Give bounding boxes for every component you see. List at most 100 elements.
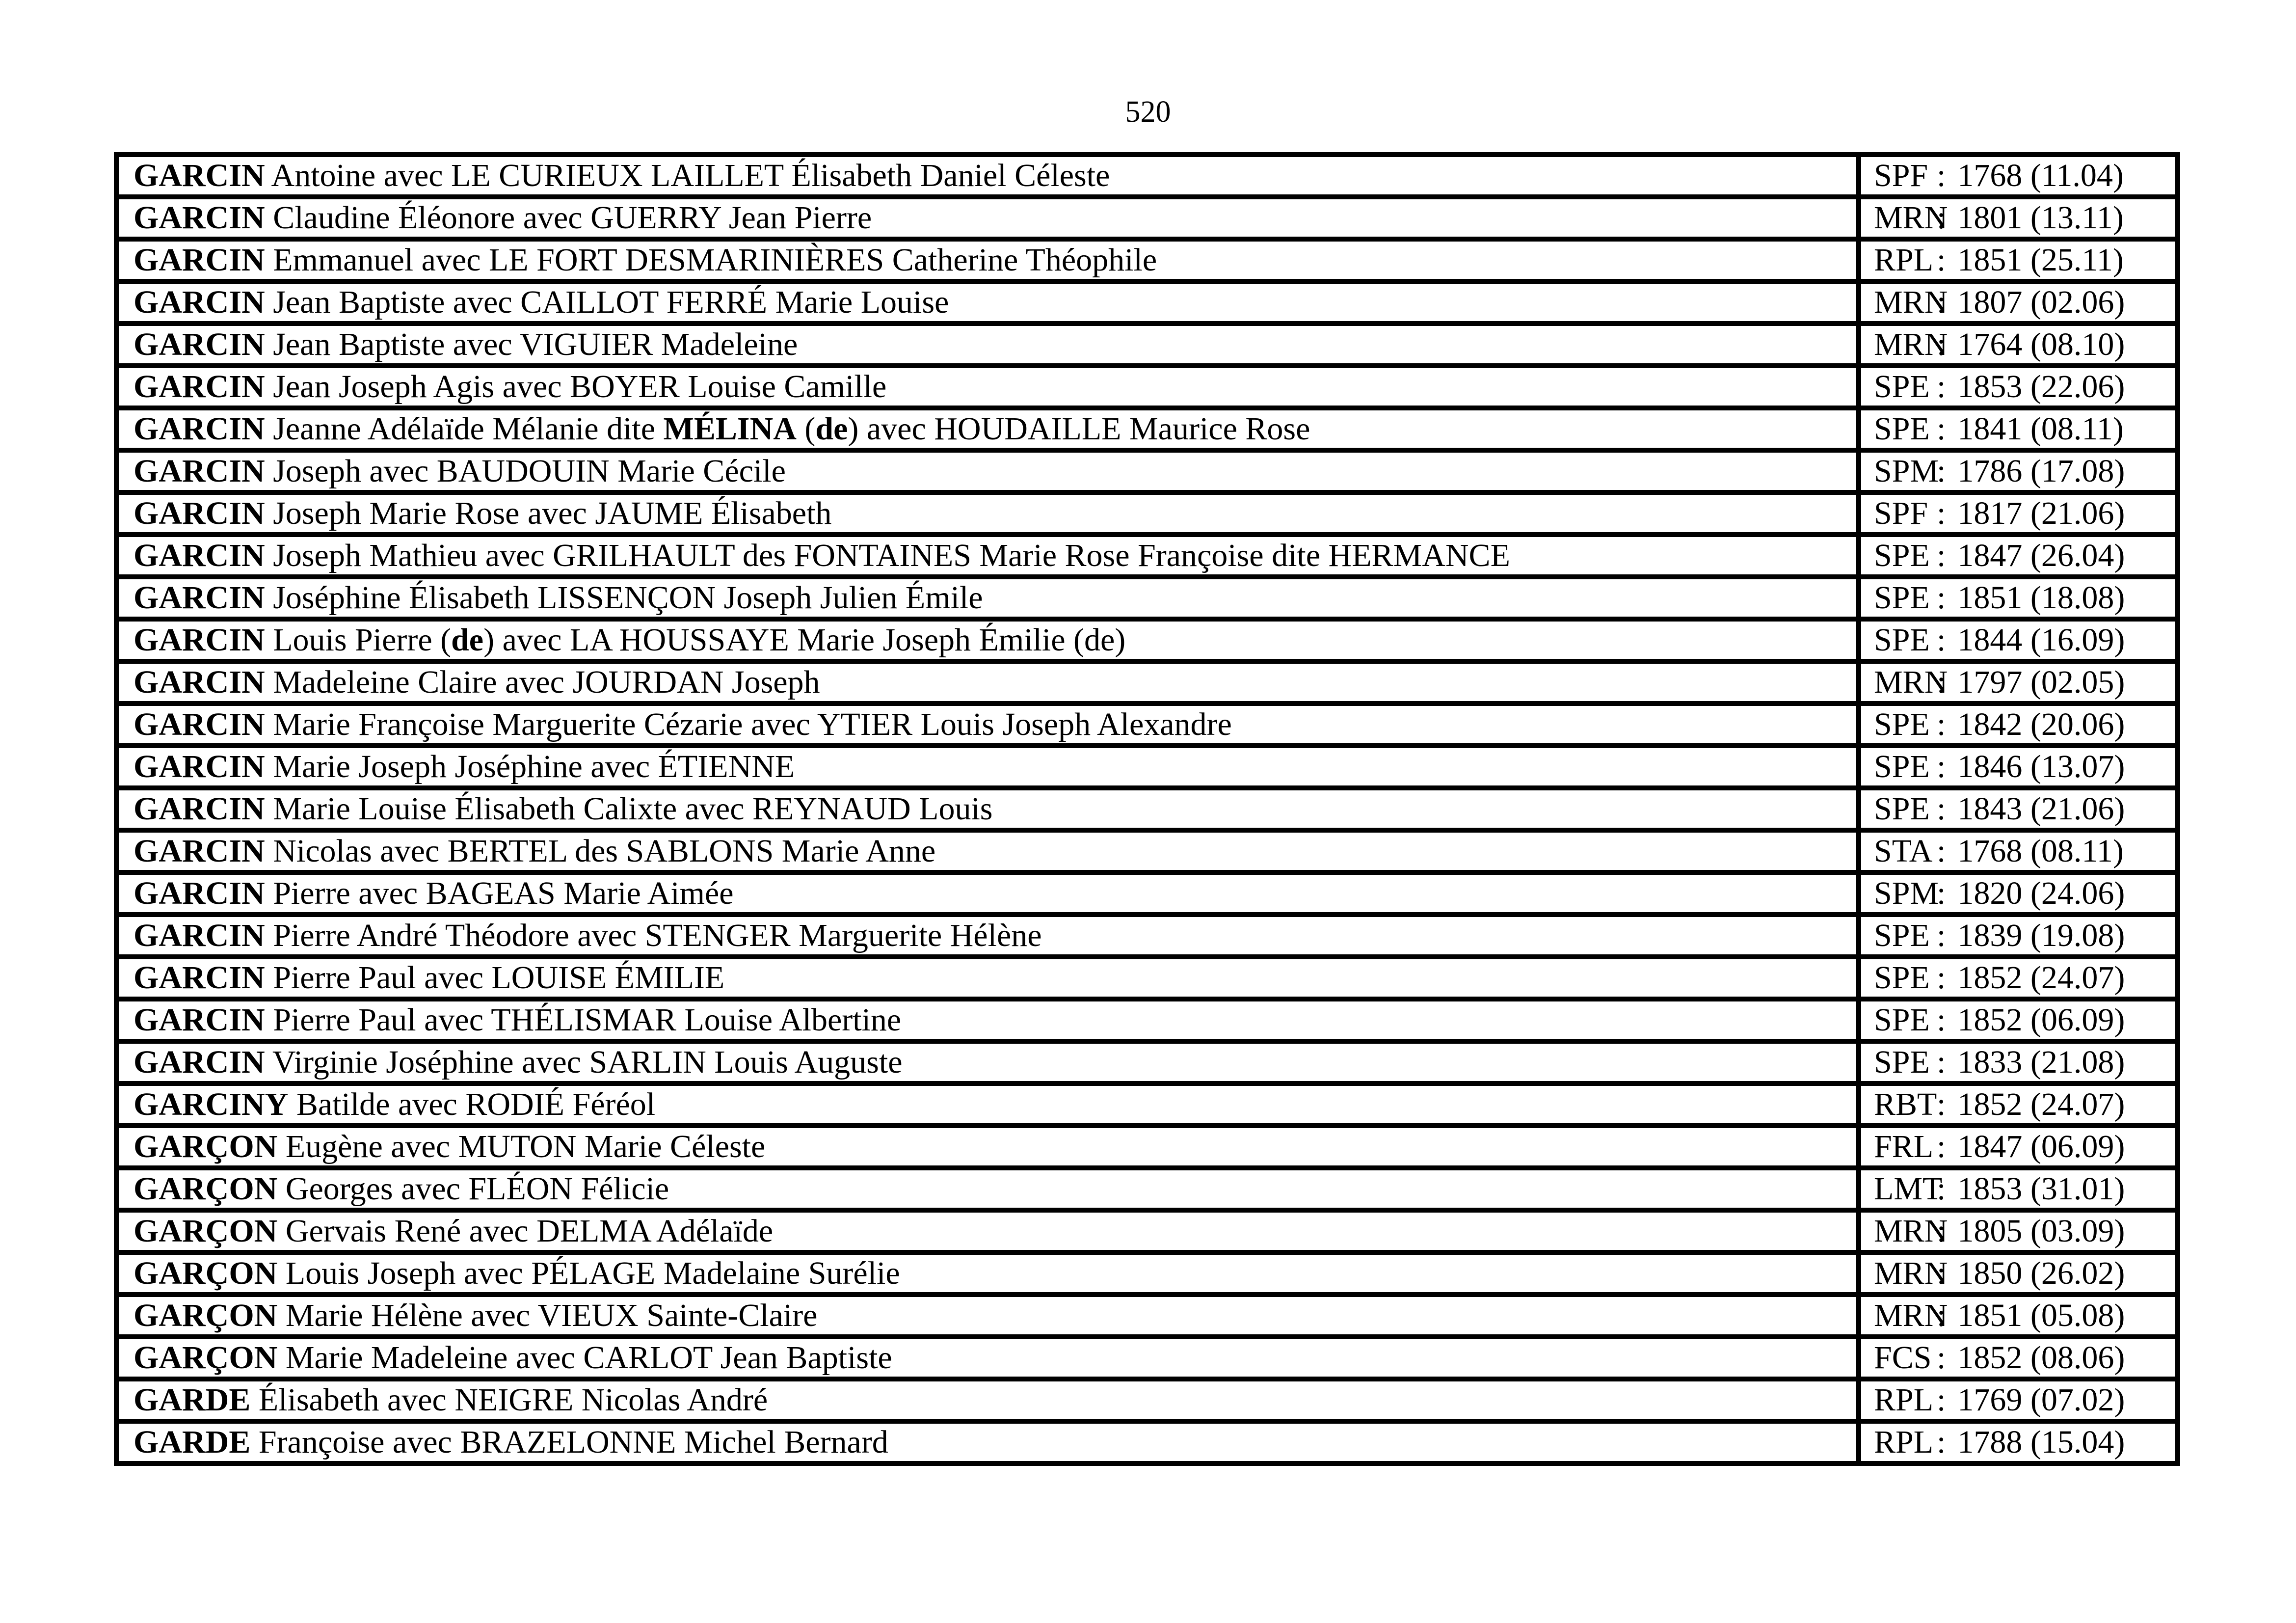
year-and-date: 1853 (22.06) bbox=[1957, 369, 2125, 405]
page-number: 520 bbox=[1125, 95, 1171, 129]
year-and-date: 1788 (15.04) bbox=[1957, 1424, 2125, 1460]
record-type-code: SPF bbox=[1874, 495, 1928, 531]
colon-separator: : bbox=[1937, 580, 1946, 616]
couple-entry-cell: GARCIN Pierre avec BAGEAS Marie Aimée bbox=[114, 870, 1861, 917]
year-and-date: 1817 (21.06) bbox=[1957, 495, 2125, 531]
record-type-code: MRN bbox=[1874, 1298, 1948, 1333]
year-and-date: 1841 (08.11) bbox=[1957, 411, 2124, 447]
reference-cell: SPM: 1786 (17.08) bbox=[1856, 448, 2180, 495]
surname-bold-text: GARCIN bbox=[133, 918, 265, 953]
couple-entry-cell: GARCIN Nicolas avec BERTEL des SABLONS M… bbox=[114, 828, 1861, 875]
record-type-code: SPE bbox=[1874, 1044, 1930, 1080]
surname-bold-text: GARÇON bbox=[133, 1340, 278, 1376]
record-type-code: MRN bbox=[1874, 1213, 1948, 1249]
name-text: ( bbox=[796, 411, 816, 447]
colon-separator: : bbox=[1937, 1002, 1946, 1038]
name-text: Jean Baptiste avec CAILLOT FERRÉ Marie L… bbox=[265, 284, 949, 320]
record-type-code: SPE bbox=[1874, 411, 1930, 447]
record-type-code: RPL bbox=[1874, 1382, 1934, 1418]
table-row: GARCIN Nicolas avec BERTEL des SABLONS M… bbox=[114, 828, 2180, 875]
surname-bold-text: GARCIN bbox=[133, 453, 265, 489]
surname-bold-text: GARCIN bbox=[133, 622, 265, 658]
table-row: GARCIN Virginie Joséphine avec SARLIN Lo… bbox=[114, 1039, 2180, 1086]
year-and-date: 1769 (07.02) bbox=[1957, 1382, 2125, 1418]
reference-cell: SPE:1844 (16.09) bbox=[1856, 617, 2180, 664]
surname-bold-text: GARÇON bbox=[133, 1171, 278, 1207]
surname-bold-text: GARCIN bbox=[133, 538, 265, 573]
table-row: GARCIN Jean Baptiste avec CAILLOT FERRÉ … bbox=[114, 279, 2180, 326]
year-and-date: 1768 (11.04) bbox=[1957, 158, 2124, 193]
surname-bold-text: GARCIN bbox=[133, 960, 265, 996]
couple-entry-cell: GARÇON Marie Madeleine avec CARLOT Jean … bbox=[114, 1334, 1861, 1381]
surname-bold-text: GARÇON bbox=[133, 1255, 278, 1291]
couple-entry-cell: GARÇON Gervais René avec DELMA Adélaïde bbox=[114, 1208, 1861, 1255]
year-and-date: 1820 (24.06) bbox=[1957, 875, 2125, 911]
record-type-code: SPE bbox=[1874, 1002, 1930, 1038]
surname-bold-text: GARCINY bbox=[133, 1086, 289, 1122]
surname-bold-text: de bbox=[451, 622, 484, 658]
colon-separator: : bbox=[1937, 1298, 1946, 1333]
reference-cell: LMT: 1853 (31.01) bbox=[1856, 1165, 2180, 1213]
colon-separator: : bbox=[1937, 960, 1946, 996]
surname-bold-text: GARCIN bbox=[133, 284, 265, 320]
reference-cell: SPE:1841 (08.11) bbox=[1856, 406, 2180, 453]
name-text: Jean Joseph Agis avec BOYER Louise Camil… bbox=[265, 369, 887, 405]
record-type-code: MRN bbox=[1874, 326, 1948, 362]
name-text: Élisabeth avec NEIGRE Nicolas André bbox=[250, 1382, 768, 1418]
record-type-code: MRN bbox=[1874, 1255, 1948, 1291]
reference-cell: SPE:1843 (21.06) bbox=[1856, 785, 2180, 833]
surname-bold-text: GARCIN bbox=[133, 1044, 265, 1080]
surname-bold-text: GARCIN bbox=[133, 495, 265, 531]
surname-bold-text: GARCIN bbox=[133, 411, 265, 447]
name-text: Marie Joseph Joséphine avec ÉTIENNE bbox=[265, 749, 795, 784]
year-and-date: 1768 (08.11) bbox=[1957, 833, 2124, 869]
surname-bold-text: GARCIN bbox=[133, 242, 265, 278]
surname-bold-text: GARCIN bbox=[133, 664, 265, 700]
table-row: GARCIN Pierre Paul avec THÉLISMAR Louise… bbox=[114, 997, 2180, 1044]
couple-entry-cell: GARÇON Georges avec FLÉON Félicie bbox=[114, 1165, 1861, 1213]
table-row: GARDE Élisabeth avec NEIGRE Nicolas Andr… bbox=[114, 1377, 2180, 1424]
reference-cell: RPL:1788 (15.04) bbox=[1856, 1419, 2180, 1466]
table-row: GARCIN Joseph Mathieu avec GRILHAULT des… bbox=[114, 532, 2180, 579]
name-text: Georges avec FLÉON Félicie bbox=[277, 1171, 669, 1207]
name-text: Marie Louise Élisabeth Calixte avec REYN… bbox=[265, 791, 993, 827]
reference-cell: SPF:1817 (21.06) bbox=[1856, 490, 2180, 537]
name-text: Marie Hélène avec VIEUX Sainte-Claire bbox=[277, 1298, 818, 1333]
name-text: Claudine Éléonore avec GUERRY Jean Pierr… bbox=[265, 200, 872, 236]
name-text: Eugène avec MUTON Marie Céleste bbox=[277, 1129, 766, 1164]
colon-separator: : bbox=[1937, 1382, 1946, 1418]
surname-bold-text: GARDE bbox=[133, 1424, 251, 1460]
couple-entry-cell: GARCIN Emmanuel avec LE FORT DESMARINIÈR… bbox=[114, 237, 1861, 284]
name-text: Joseph Mathieu avec GRILHAULT des FONTAI… bbox=[265, 538, 1510, 573]
table-row: GARCINY Batilde avec RODIÉ Féréol RBT: 185… bbox=[114, 1081, 2180, 1128]
couple-entry-cell: GARCIN Antoine avec LE CURIEUX LAILLET É… bbox=[114, 152, 1861, 199]
name-text: Antoine avec LE CURIEUX LAILLET Élisabet… bbox=[265, 158, 1110, 193]
couple-entry-cell: GARCIN Jeanne Adélaïde Mélanie dite MÉLI… bbox=[114, 406, 1861, 453]
table-row: GARÇON Marie Madeleine avec CARLOT Jean … bbox=[114, 1334, 2180, 1381]
record-type-code: SPE bbox=[1874, 918, 1930, 953]
surname-bold-text: GARCIN bbox=[133, 875, 265, 911]
couple-entry-cell: GARCIN Jean Baptiste avec VIGUIER Madele… bbox=[114, 321, 1861, 368]
couple-entry-cell: GARCIN Marie Françoise Marguerite Cézari… bbox=[114, 701, 1861, 748]
year-and-date: 1844 (16.09) bbox=[1957, 622, 2125, 658]
colon-separator: : bbox=[1937, 1171, 1946, 1207]
record-type-code: MRN bbox=[1874, 664, 1948, 700]
reference-cell: MRN: 1851 (05.08) bbox=[1856, 1292, 2180, 1339]
year-and-date: 1851 (18.08) bbox=[1957, 580, 2125, 616]
colon-separator: : bbox=[1937, 158, 1946, 193]
surname-bold-text: GARCIN bbox=[133, 791, 265, 827]
colon-separator: : bbox=[1937, 326, 1946, 362]
couple-entry-cell: GARCIN Pierre Paul avec LOUISE ÉMILIE bbox=[114, 954, 1861, 1001]
couple-entry-cell: GARCIN Virginie Joséphine avec SARLIN Lo… bbox=[114, 1039, 1861, 1086]
surname-bold-text: GARCIN bbox=[133, 200, 265, 236]
reference-cell: MRN: 1807 (02.06) bbox=[1856, 279, 2180, 326]
table-row: GARÇON Georges avec FLÉON Félicie LMT: 185… bbox=[114, 1165, 2180, 1213]
reference-cell: RBT: 1852 (24.07) bbox=[1856, 1081, 2180, 1128]
colon-separator: : bbox=[1937, 749, 1946, 784]
table-row: GARDE Françoise avec BRAZELONNE Michel B… bbox=[114, 1419, 2180, 1466]
table-row: GARCIN Jean Baptiste avec VIGUIER Madele… bbox=[114, 321, 2180, 368]
name-text: Jean Baptiste avec VIGUIER Madeleine bbox=[265, 326, 798, 362]
reference-cell: SPE:1839 (19.08) bbox=[1856, 912, 2180, 959]
table-row: GARCIN Pierre André Théodore avec STENGE… bbox=[114, 912, 2180, 959]
colon-separator: : bbox=[1937, 242, 1946, 278]
